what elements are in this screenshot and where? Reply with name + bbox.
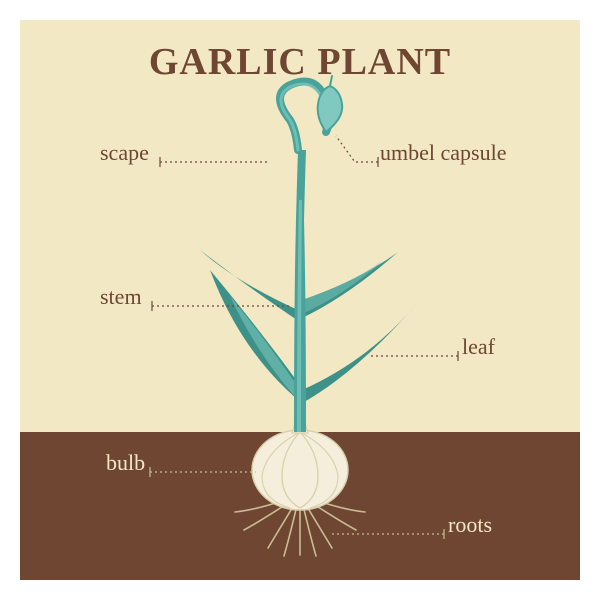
label-scape: scape bbox=[100, 140, 149, 166]
label-umbel: umbel capsule bbox=[380, 140, 506, 166]
label-roots: roots bbox=[448, 512, 492, 538]
label-leaf: leaf bbox=[462, 334, 495, 360]
page-title: GARLIC PLANT bbox=[0, 40, 600, 84]
diagram-canvas bbox=[0, 0, 600, 600]
label-bulb: bulb bbox=[106, 450, 145, 476]
label-stem: stem bbox=[100, 284, 142, 310]
